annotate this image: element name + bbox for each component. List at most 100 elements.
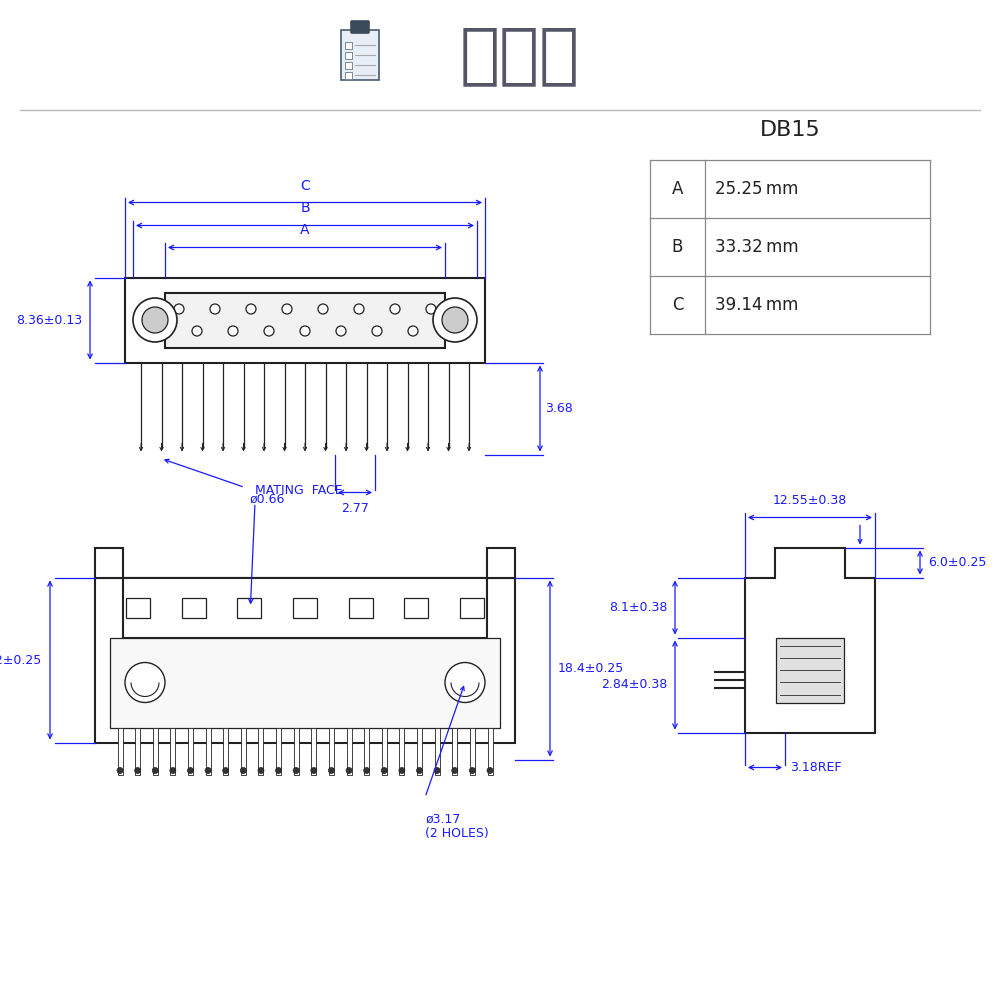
Circle shape xyxy=(442,307,468,333)
Circle shape xyxy=(293,768,299,774)
Circle shape xyxy=(264,326,274,336)
Bar xyxy=(188,728,193,774)
Text: 39.14 mm: 39.14 mm xyxy=(715,296,798,314)
Text: B: B xyxy=(300,202,310,216)
Bar xyxy=(404,597,428,617)
Circle shape xyxy=(125,662,165,702)
Bar xyxy=(125,277,485,362)
Circle shape xyxy=(174,304,184,314)
Text: (2 HOLES): (2 HOLES) xyxy=(425,826,489,840)
Bar xyxy=(345,62,352,69)
Bar xyxy=(417,728,422,774)
Polygon shape xyxy=(745,548,875,732)
Bar xyxy=(487,548,515,578)
Text: 3.18REF: 3.18REF xyxy=(790,761,842,774)
Bar xyxy=(349,597,373,617)
Circle shape xyxy=(223,768,229,774)
Text: C: C xyxy=(672,296,683,314)
Text: ø0.66: ø0.66 xyxy=(250,492,285,506)
Circle shape xyxy=(135,768,141,774)
Text: 25.25 mm: 25.25 mm xyxy=(715,180,798,198)
Circle shape xyxy=(240,768,246,774)
Circle shape xyxy=(364,768,370,774)
Circle shape xyxy=(228,326,238,336)
Circle shape xyxy=(170,768,176,774)
Bar xyxy=(126,597,150,617)
Bar xyxy=(153,728,158,774)
Bar xyxy=(435,728,440,774)
Bar xyxy=(206,728,211,774)
Bar xyxy=(241,728,246,774)
Text: A: A xyxy=(672,180,683,198)
Bar xyxy=(452,728,457,774)
Bar xyxy=(470,728,475,774)
Circle shape xyxy=(346,768,352,774)
Circle shape xyxy=(426,304,436,314)
Text: 6.0±0.25: 6.0±0.25 xyxy=(928,556,986,569)
Bar xyxy=(460,597,484,617)
FancyBboxPatch shape xyxy=(351,21,369,33)
Text: DB15: DB15 xyxy=(760,120,820,140)
Text: MATING  FACE: MATING FACE xyxy=(255,485,343,497)
Circle shape xyxy=(152,768,158,774)
Circle shape xyxy=(399,768,405,774)
Bar xyxy=(347,728,352,774)
Bar xyxy=(345,42,352,49)
Circle shape xyxy=(187,768,193,774)
Text: 18.4±0.25: 18.4±0.25 xyxy=(558,662,624,675)
Circle shape xyxy=(311,768,317,774)
Circle shape xyxy=(390,304,400,314)
Circle shape xyxy=(408,326,418,336)
Bar xyxy=(776,638,844,702)
Text: 8.1±0.38: 8.1±0.38 xyxy=(609,601,667,614)
Bar xyxy=(488,728,492,774)
Text: 8.36±0.13: 8.36±0.13 xyxy=(16,314,82,326)
Text: 33.32 mm: 33.32 mm xyxy=(715,238,799,256)
Text: 12.55±0.38: 12.55±0.38 xyxy=(773,494,847,508)
Circle shape xyxy=(258,768,264,774)
Text: C: C xyxy=(300,178,310,192)
Bar xyxy=(382,728,387,774)
Circle shape xyxy=(328,768,334,774)
Bar xyxy=(95,578,515,742)
Bar xyxy=(311,728,316,774)
Circle shape xyxy=(433,298,477,342)
Text: 9.52±0.25: 9.52±0.25 xyxy=(0,654,42,666)
Circle shape xyxy=(142,307,168,333)
Circle shape xyxy=(246,304,256,314)
Bar xyxy=(258,728,263,774)
Text: ø3.17: ø3.17 xyxy=(425,812,460,826)
Circle shape xyxy=(205,768,211,774)
Circle shape xyxy=(381,768,387,774)
Bar xyxy=(345,52,352,59)
Circle shape xyxy=(300,326,310,336)
Circle shape xyxy=(336,326,346,336)
Bar xyxy=(237,597,261,617)
Bar xyxy=(399,728,404,774)
Bar xyxy=(135,728,140,774)
Text: 結構圖: 結構圖 xyxy=(460,22,580,88)
Bar xyxy=(293,597,317,617)
Bar xyxy=(95,548,123,578)
Circle shape xyxy=(192,326,202,336)
Circle shape xyxy=(417,768,423,774)
Circle shape xyxy=(117,768,123,774)
Circle shape xyxy=(434,768,440,774)
Bar xyxy=(110,638,500,728)
Bar xyxy=(294,728,299,774)
Bar xyxy=(223,728,228,774)
Bar xyxy=(364,728,369,774)
Circle shape xyxy=(318,304,328,314)
Bar xyxy=(345,72,352,79)
Circle shape xyxy=(276,768,282,774)
Bar xyxy=(123,578,487,638)
Text: 2.77: 2.77 xyxy=(341,502,369,516)
Circle shape xyxy=(210,304,220,314)
Circle shape xyxy=(469,768,475,774)
Circle shape xyxy=(487,768,493,774)
Bar xyxy=(165,292,445,348)
Text: A: A xyxy=(300,224,310,237)
Text: B: B xyxy=(672,238,683,256)
Circle shape xyxy=(354,304,364,314)
Text: 2.84±0.38: 2.84±0.38 xyxy=(601,678,667,692)
